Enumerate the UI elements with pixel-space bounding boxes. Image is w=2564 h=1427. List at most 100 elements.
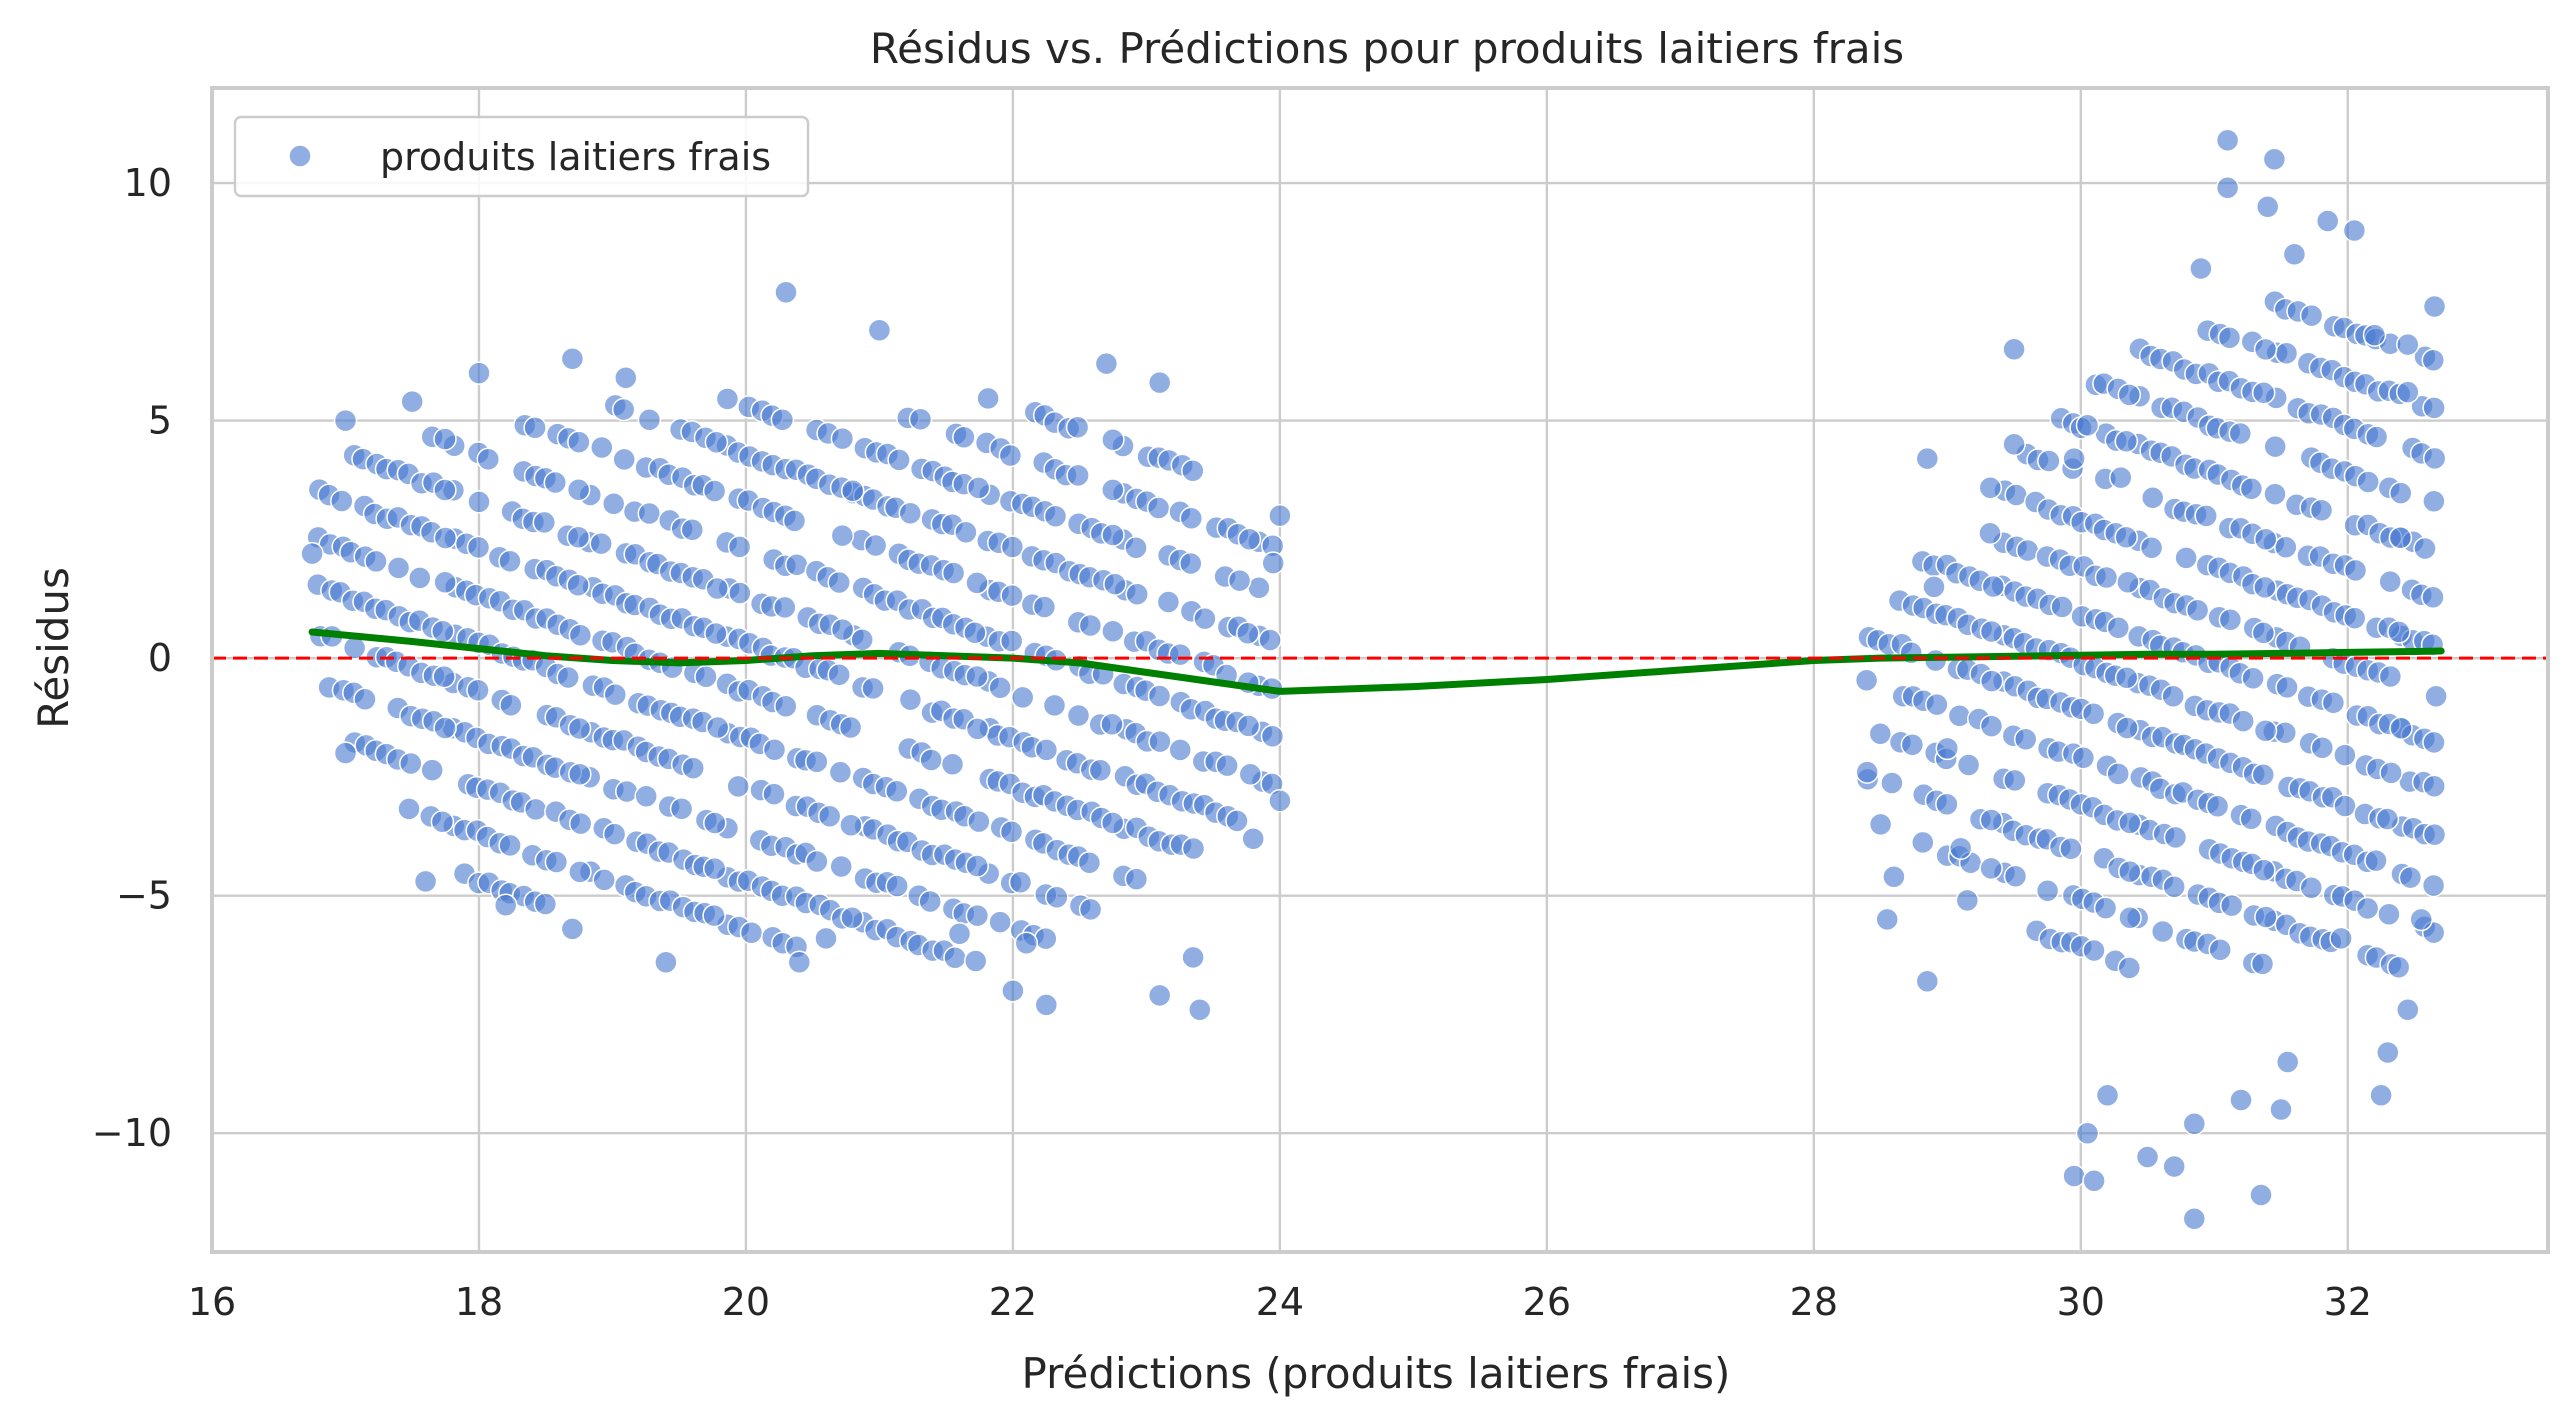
scatter-point [2376,1040,2400,1065]
scatter-point [1237,527,1262,552]
scatter-point [476,447,501,471]
x-tick-label: 20 [722,1280,770,1324]
scatter-point [898,501,923,525]
scatter-point [2109,465,2133,490]
scatter-point [840,479,865,503]
scatter-point [2114,429,2139,453]
scatter-point [601,492,626,516]
scatter-point [2396,332,2420,357]
scatter-point [2174,546,2198,570]
scatter-point [2378,664,2403,689]
scatter-point [1179,551,1203,576]
scatter-point [2369,1083,2393,1107]
scatter-point [2229,1088,2253,1112]
scatter-point [908,407,933,432]
scatter-point [2163,825,2188,850]
scatter-point [1100,712,1124,737]
scatter-point [2013,727,2038,752]
scatter-point [1001,978,1025,1003]
scatter-point [433,526,458,550]
legend-box [233,115,810,198]
x-tick-label: 18 [455,1280,503,1324]
scatter-point [704,621,728,646]
scatter-point [556,665,580,690]
scatter-point [773,595,797,620]
scatter-point [1978,521,2002,545]
scatter-point [705,576,729,601]
scatter-point [965,571,989,595]
scatter-point [1156,590,1181,614]
scatter-point [2241,666,2265,691]
legend: produits laitiers frais [233,115,810,198]
scatter-point [1168,738,1192,762]
scatter-point [1955,888,1980,913]
scatter-point [840,905,864,930]
legend-label: produits laitiers frais [380,135,771,179]
y-axis-title: Résidus [29,567,78,729]
scatter-point [408,566,432,590]
scatter-point [397,797,421,821]
scatter-point [976,386,1000,411]
scatter-point [2343,558,2368,583]
scatter-point [2106,762,2130,786]
scatter-point [2093,896,2118,920]
scatter-point [1900,732,1925,757]
scatter-point [2118,906,2142,930]
scatter-point [2274,341,2299,366]
scatter-point [433,478,457,502]
scatter-point [1000,535,1025,559]
scatter-point [2396,997,2420,1022]
scatter-point [2249,1183,2273,1207]
scatter-point [898,687,923,712]
scatter-point [2215,176,2240,200]
scatter-point [2333,794,2357,818]
scatter-point [2185,598,2210,622]
scatter-point [498,549,522,574]
scatter-point [2251,380,2276,405]
scatter-point [2059,837,2083,861]
scatter-point [2239,476,2264,501]
scatter-point [498,833,522,858]
scatter-point [1956,753,1981,777]
scatter-point [2082,938,2106,963]
scatter-point [1066,703,1091,728]
scatter-point [1268,788,1292,813]
scatter-point [2364,425,2389,449]
scatter-point [2299,875,2324,900]
scatter-point [2205,794,2230,819]
scatter-point [2208,937,2232,962]
scatter-point [568,811,593,836]
scatter-point [2254,905,2278,929]
x-tick-label: 16 [188,1280,236,1324]
scatter-point [2377,902,2401,927]
scatter-point [333,408,358,433]
scatter-point [715,387,740,411]
scatter-point [2273,721,2298,745]
scatter-point [805,750,829,774]
x-tick-label: 22 [989,1280,1037,1324]
scatter-point [2003,864,2028,889]
plot-frame [210,86,2550,1254]
scatter-point [567,716,592,741]
scatter-point [2037,449,2061,473]
scatter-point [728,581,752,605]
scatter-point [1124,867,1149,891]
scatter-point [2379,761,2403,785]
scatter-point [2274,535,2298,559]
scatter-point [466,535,491,560]
scatter-point [1978,476,2003,500]
scatter-point [592,868,616,892]
scatter-point [2389,481,2413,505]
scatter-point [2135,1145,2160,1169]
scatter-point [838,715,863,740]
scatter-point [1225,809,1249,833]
scatter-point [400,389,424,414]
scatter-point [2062,1164,2086,1188]
scatter-point [739,921,764,945]
scatter-series [300,128,2448,1231]
scatter-point [1948,836,1973,860]
scatter-point [2413,536,2437,561]
scatter-point [634,784,658,808]
scatter-point [466,678,490,703]
